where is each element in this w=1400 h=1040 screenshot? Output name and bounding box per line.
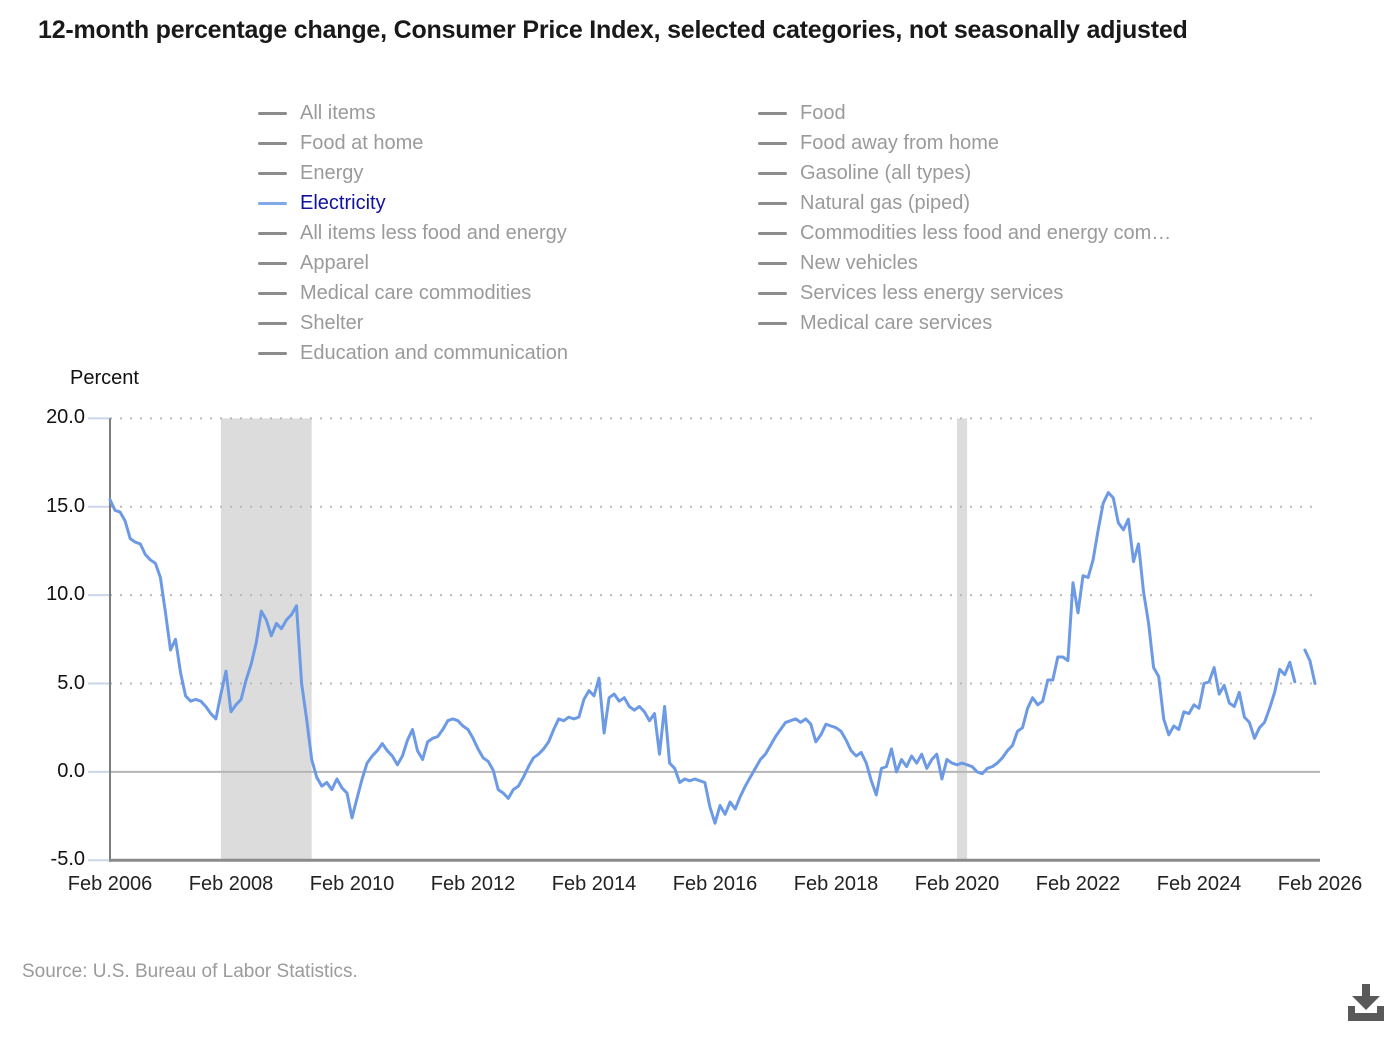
- y-axis-tick-label: 10.0: [46, 583, 85, 606]
- recession-band: [957, 418, 968, 861]
- legend-item-label: Natural gas (piped): [800, 191, 971, 214]
- legend-item-new-vehicles[interactable]: New vehicles: [758, 248, 1171, 278]
- legend-item-food-at-home[interactable]: Food at home: [258, 128, 568, 158]
- legend-line-icon: [258, 141, 287, 145]
- x-axis-tick-label: Feb 2008: [188, 873, 274, 895]
- legend-item-education-and-communication[interactable]: Education and communication: [258, 338, 568, 368]
- legend-item-energy[interactable]: Energy: [258, 158, 568, 188]
- download-button[interactable]: [1336, 978, 1396, 1034]
- legend-line-icon: [258, 111, 287, 115]
- legend-line-icon: [758, 141, 787, 145]
- electricity-series-line[interactable]: [1303, 648, 1317, 685]
- electricity-series-line[interactable]: [108, 491, 1297, 825]
- legend-item-shelter[interactable]: Shelter: [258, 308, 568, 338]
- x-axis-tick-label: Feb 2026: [1277, 873, 1363, 895]
- y-axis-tick-label: 5.0: [57, 671, 85, 694]
- download-icon: [1348, 984, 1384, 1021]
- legend-item-food-away-from-home[interactable]: Food away from home: [758, 128, 1171, 158]
- legend-line-icon: [758, 261, 787, 265]
- legend-line-icon: [758, 171, 787, 175]
- legend-item-gasoline-all-types[interactable]: Gasoline (all types): [758, 158, 1171, 188]
- y-axis-tick-label: 20.0: [46, 406, 85, 429]
- legend-item-label: Medical care services: [800, 311, 993, 334]
- recession-band: [220, 418, 312, 861]
- x-axis-tick-label: Feb 2006: [67, 873, 153, 895]
- legend-item-label: Gasoline (all types): [800, 161, 972, 184]
- legend-item-label: Medical care commodities: [300, 281, 532, 304]
- x-axis-tick-label: Feb 2022: [1035, 873, 1121, 895]
- legend-item-label: Education and communication: [300, 341, 568, 364]
- legend-item-electricity[interactable]: Electricity: [258, 188, 568, 218]
- legend-line-icon: [258, 321, 287, 325]
- legend-item-label: Food away from home: [800, 131, 999, 154]
- legend-item-label: Food at home: [300, 131, 424, 154]
- legend-line-icon: [758, 321, 787, 325]
- legend-item-label: All items: [300, 101, 376, 124]
- legend-item-all-items-less-food-and-energy[interactable]: All items less food and energy: [258, 218, 568, 248]
- x-axis-tick-label: Feb 2010: [309, 873, 395, 895]
- legend-item-label: Shelter: [300, 311, 364, 334]
- legend-column-right: Food Food away from home Gasoline (all typ…: [758, 98, 1171, 338]
- legend-item-label: Commodities less food and energy com…: [800, 221, 1172, 244]
- legend-item-commodities-less-food-and-energy-com[interactable]: Commodities less food and energy com…: [758, 218, 1171, 248]
- x-axis-tick-label: Feb 2012: [430, 873, 516, 895]
- legend-item-all-items[interactable]: All items: [258, 98, 568, 128]
- legend-item-label: All items less food and energy: [300, 221, 567, 244]
- x-axis-tick-label: Feb 2024: [1156, 873, 1242, 895]
- chart-title: 12-month percentage change, Consumer Pri…: [38, 16, 1188, 44]
- legend-line-icon: [258, 171, 287, 175]
- legend-item-label: New vehicles: [800, 251, 918, 274]
- legend-line-icon: [258, 291, 287, 295]
- legend-item-label: Electricity: [300, 191, 386, 214]
- legend-column-left: All items Food at home Energy Electricity Al…: [258, 98, 568, 368]
- legend-item-label: Apparel: [300, 251, 369, 274]
- legend-line-icon: [758, 201, 787, 205]
- y-axis-tick-label: -5.0: [50, 848, 85, 871]
- x-axis-tick-label: Feb 2018: [793, 873, 879, 895]
- y-axis-tick-label: 15.0: [46, 494, 85, 517]
- legend-item-services-less-energy-services[interactable]: Services less energy services: [758, 278, 1171, 308]
- legend-item-label: Energy: [300, 161, 364, 184]
- legend-item-label: Services less energy services: [800, 281, 1064, 304]
- legend-line-icon: [258, 201, 287, 205]
- source-note: Source: U.S. Bureau of Labor Statistics.: [22, 961, 358, 982]
- legend-item-label: Food: [800, 101, 846, 124]
- y-axis-tick-label: 0.0: [57, 759, 85, 782]
- legend-line-icon: [758, 111, 787, 115]
- legend-item-natural-gas-piped[interactable]: Natural gas (piped): [758, 188, 1171, 218]
- x-axis-tick-label: Feb 2020: [914, 873, 1000, 895]
- y-axis-title: Percent: [70, 367, 139, 389]
- legend-line-icon: [758, 291, 787, 295]
- legend-item-medical-care-services[interactable]: Medical care services: [758, 308, 1171, 338]
- legend-line-icon: [258, 351, 287, 355]
- legend-line-icon: [758, 231, 787, 235]
- x-axis-tick-label: Feb 2016: [672, 873, 758, 895]
- legend-line-icon: [258, 231, 287, 235]
- legend-item-medical-care-commodities[interactable]: Medical care commodities: [258, 278, 568, 308]
- legend-item-apparel[interactable]: Apparel: [258, 248, 568, 278]
- legend-line-icon: [258, 261, 287, 265]
- x-axis-tick-label: Feb 2014: [551, 873, 637, 895]
- legend-item-food[interactable]: Food: [758, 98, 1171, 128]
